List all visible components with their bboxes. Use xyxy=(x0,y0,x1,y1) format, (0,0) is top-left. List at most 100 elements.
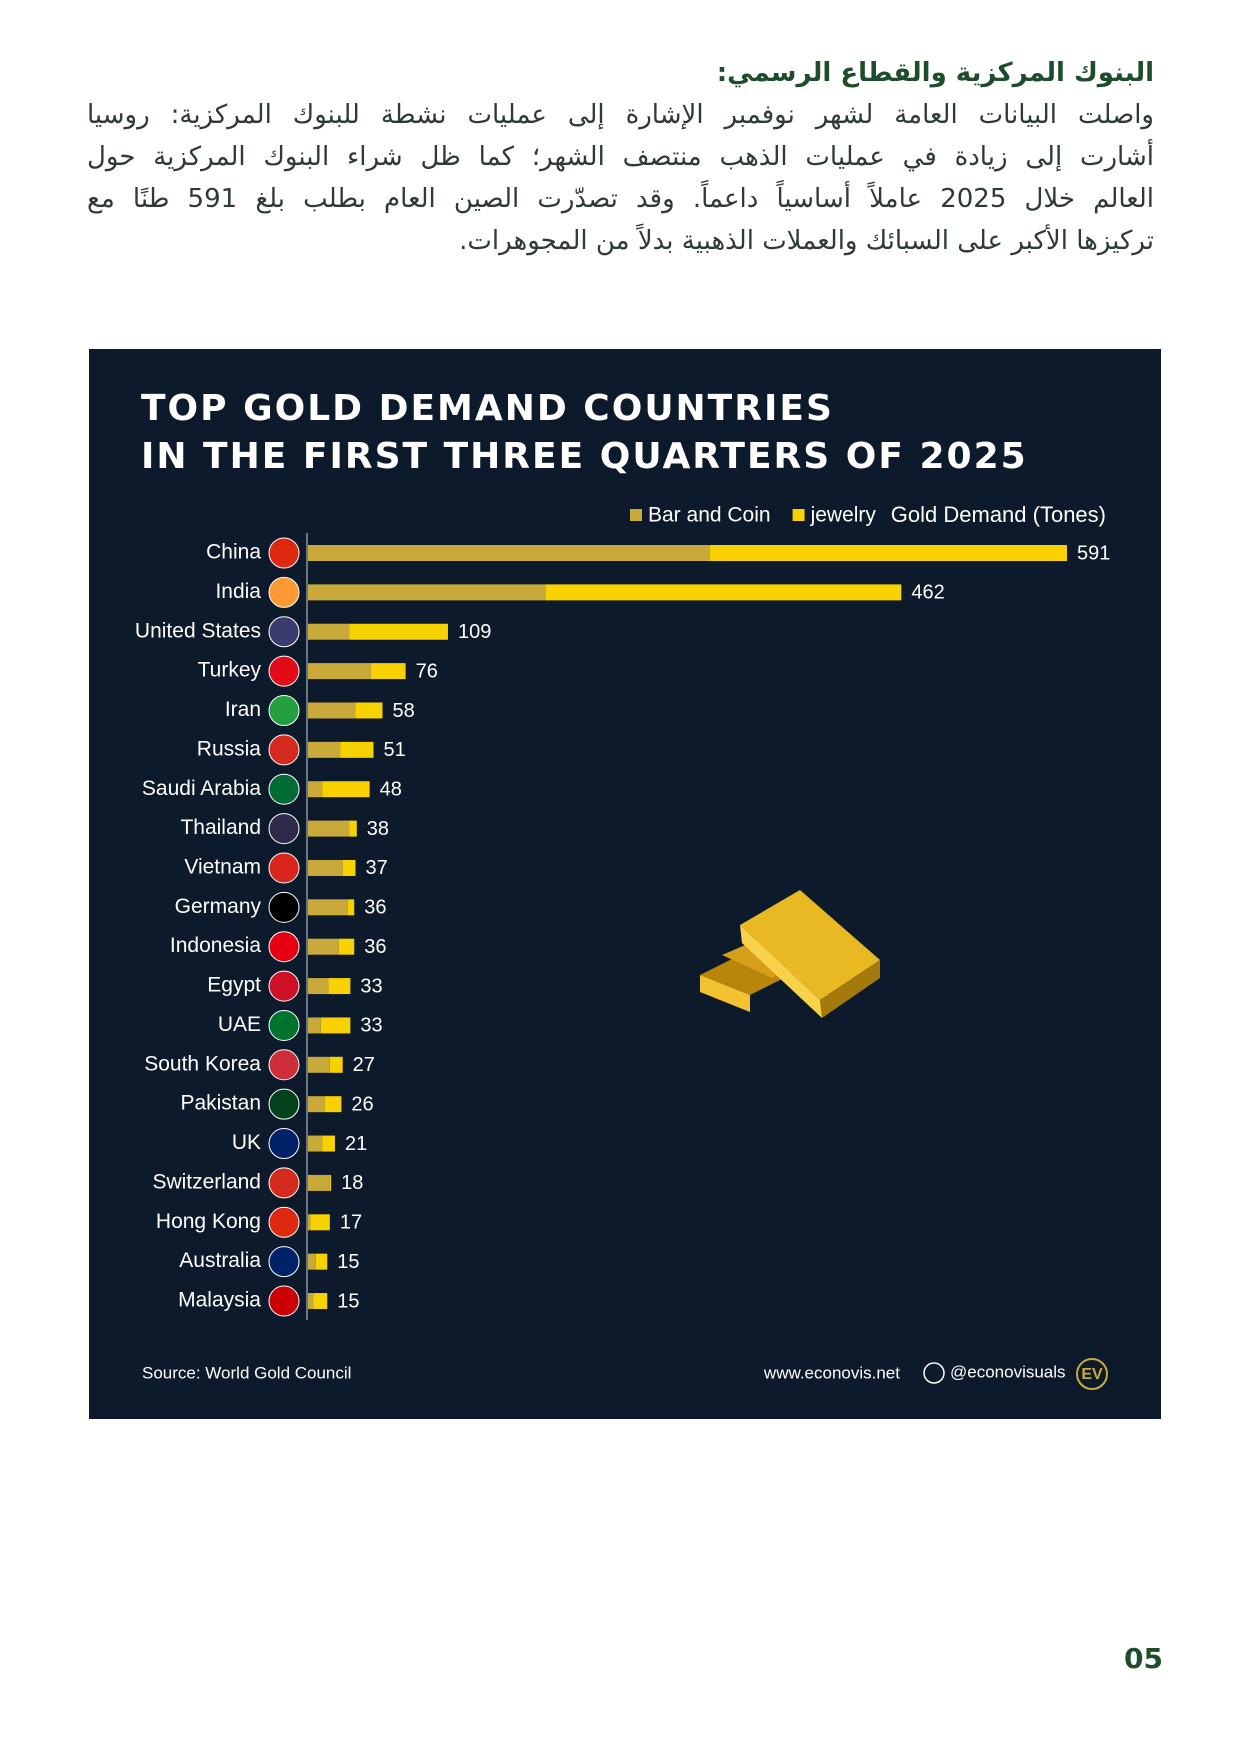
flag xyxy=(268,1009,300,1041)
bar-segment xyxy=(308,820,350,837)
bar-segment xyxy=(347,899,355,916)
total-label: 36 xyxy=(364,936,386,958)
category-label: Pakistan xyxy=(180,1092,261,1115)
paragraph-line: أشارت إلى زيادة في عمليات الذهب منتصف ال… xyxy=(87,142,1154,172)
flag xyxy=(268,970,300,1002)
bar-segment xyxy=(308,1293,314,1310)
bar-segment xyxy=(308,1135,323,1152)
flag xyxy=(268,852,300,884)
flag xyxy=(268,1088,300,1120)
total-label: 37 xyxy=(366,857,388,879)
category-label: Egypt xyxy=(207,974,261,997)
bar-segment xyxy=(308,1096,325,1113)
category-label: Australia xyxy=(179,1249,261,1272)
bar-segment xyxy=(308,938,339,955)
bar-segment xyxy=(308,1174,330,1191)
category-label: Turkey xyxy=(198,659,262,682)
bar-segment xyxy=(308,545,710,561)
bar-segment xyxy=(709,545,1067,561)
total-label: 462 xyxy=(911,582,944,604)
bar-segment xyxy=(308,781,323,798)
chart-title: TOP GOLD DEMAND COUNTRIES xyxy=(141,388,834,429)
bar-segment xyxy=(313,1293,328,1310)
legend-swatch xyxy=(792,509,805,521)
flag xyxy=(268,734,300,766)
category-label: UAE xyxy=(218,1013,261,1036)
bar-segment xyxy=(308,1253,316,1270)
bar-segment xyxy=(308,978,329,995)
total-label: 21 xyxy=(345,1133,367,1155)
category-label: Iran xyxy=(225,698,261,721)
bar-segment xyxy=(320,1017,351,1034)
category-label: UK xyxy=(232,1131,261,1154)
total-label: 36 xyxy=(364,897,386,919)
bar-segment xyxy=(545,584,902,601)
logo: EV xyxy=(1081,1366,1103,1383)
bar-segment xyxy=(340,741,374,758)
paragraph-line: واصلت البيانات العامة لشهر نوفمبر الإشار… xyxy=(87,100,1154,130)
bar-segment xyxy=(322,781,370,798)
bar-segment xyxy=(308,1056,330,1073)
flag xyxy=(268,576,300,608)
bar-segment xyxy=(315,1253,328,1270)
total-label: 26 xyxy=(351,1093,373,1115)
heading: البنوك المركزية والقطاع الرسمي: xyxy=(716,58,1154,88)
bar-segment xyxy=(308,1214,311,1231)
category-label: Russia xyxy=(197,737,262,760)
bar-segment xyxy=(349,820,357,837)
logo-ring xyxy=(1076,1358,1108,1390)
category-label: Hong Kong xyxy=(156,1210,261,1233)
legend-swatch xyxy=(630,509,642,521)
bar-segment xyxy=(308,859,343,876)
bar-segment xyxy=(308,899,348,916)
page-number: 05 xyxy=(1124,1642,1163,1675)
bar-segment xyxy=(308,1017,321,1034)
gold-bars-illustration xyxy=(700,890,880,1018)
legend-label: jewelry xyxy=(810,504,877,527)
total-label: 17 xyxy=(340,1212,362,1234)
bar-segment xyxy=(342,859,356,876)
flag xyxy=(268,931,300,963)
value-label-title: Gold Demand (Tones) xyxy=(891,502,1106,527)
flag xyxy=(268,1049,300,1081)
bar-segment xyxy=(308,741,341,758)
flag xyxy=(268,1246,300,1278)
category-label: Thailand xyxy=(180,816,261,839)
bar-segment xyxy=(370,663,406,680)
total-label: 76 xyxy=(416,660,438,682)
category-label: South Korea xyxy=(144,1052,261,1075)
bar-segment xyxy=(308,623,350,640)
category-label: Indonesia xyxy=(170,934,261,957)
category-label: Switzerland xyxy=(152,1170,261,1193)
category-label: India xyxy=(215,580,261,603)
total-label: 18 xyxy=(341,1172,363,1194)
bar-segment xyxy=(308,702,356,719)
handle: @econovisuals xyxy=(950,1362,1066,1381)
total-label: 15 xyxy=(337,1290,359,1312)
bar-segment xyxy=(355,702,383,719)
paragraph-line: العالم خلال 2025 عاملاً أساسياً داعماً. … xyxy=(87,184,1154,214)
bar-segment xyxy=(322,1135,335,1152)
source: Source: World Gold Council xyxy=(142,1363,351,1382)
flag xyxy=(268,537,300,569)
bar-segment xyxy=(324,1096,342,1113)
category-label: Germany xyxy=(175,895,262,918)
x-icon xyxy=(923,1362,945,1384)
bar-segment xyxy=(308,584,546,601)
flag xyxy=(268,773,300,805)
bar-segment xyxy=(349,623,448,640)
flag xyxy=(268,891,300,923)
total-label: 58 xyxy=(392,700,414,722)
legend-label: Bar and Coin xyxy=(648,504,771,527)
chart: TOP GOLD DEMAND COUNTRIES IN THE FIRST T… xyxy=(89,349,1161,1419)
chart-title: IN THE FIRST THREE QUARTERS OF 2025 xyxy=(141,436,1028,477)
total-label: 48 xyxy=(380,779,402,801)
flag xyxy=(268,1285,300,1317)
flag xyxy=(268,1128,300,1160)
website: www.econovis.net xyxy=(763,1363,900,1382)
total-label: 591 xyxy=(1077,542,1110,564)
bar-segment xyxy=(338,938,355,955)
total-label: 15 xyxy=(337,1251,359,1273)
total-label: 38 xyxy=(367,818,389,840)
